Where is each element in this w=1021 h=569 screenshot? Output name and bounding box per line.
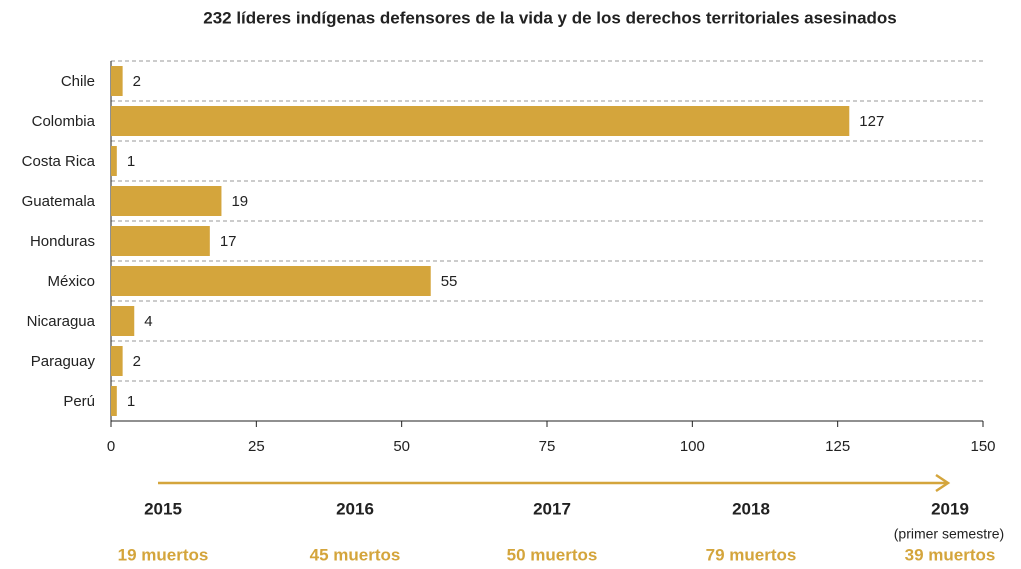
x-tick-label: 150: [970, 438, 995, 455]
timeline-count: 50 muertos: [507, 545, 598, 564]
timeline-year: 2019: [931, 499, 969, 518]
timeline-year: 2018: [732, 499, 770, 518]
bar: [111, 66, 123, 96]
x-tick-label: 0: [107, 438, 115, 455]
bar: [111, 226, 210, 256]
x-tick-label: 100: [680, 438, 705, 455]
x-tick-label: 25: [248, 438, 265, 455]
bar: [111, 106, 850, 136]
x-tick-label: 125: [825, 438, 850, 455]
bar: [111, 346, 123, 376]
timeline-note: (primer semestre): [894, 526, 1004, 542]
value-label: 127: [859, 113, 884, 130]
timeline-count: 45 muertos: [310, 545, 401, 564]
value-label: 1: [127, 153, 135, 170]
y-tick-label: Honduras: [30, 233, 95, 250]
value-label: 2: [133, 353, 141, 370]
bar: [111, 386, 117, 416]
value-label: 17: [220, 233, 237, 250]
y-tick-label: Chile: [61, 73, 95, 90]
value-label: 19: [231, 193, 248, 210]
x-tick-label: 75: [539, 438, 556, 455]
y-tick-label: Perú: [63, 393, 95, 410]
timeline-year: 2017: [533, 499, 571, 518]
timeline-year: 2016: [336, 499, 374, 518]
chart-title: 232 líderes indígenas defensores de la v…: [203, 8, 897, 27]
timeline-count: 19 muertos: [118, 545, 209, 564]
value-label: 55: [441, 273, 458, 290]
y-tick-label: Nicaragua: [27, 313, 96, 330]
bar: [111, 266, 431, 296]
bar: [111, 186, 222, 216]
y-tick-label: Colombia: [32, 113, 96, 130]
y-tick-label: Paraguay: [31, 353, 96, 370]
value-label: 4: [144, 313, 152, 330]
y-tick-label: Guatemala: [22, 193, 96, 210]
timeline-count: 79 muertos: [706, 545, 797, 564]
value-label: 1: [127, 393, 135, 410]
value-label: 2: [133, 73, 141, 90]
timeline-count: 39 muertos: [905, 545, 996, 564]
timeline-arrowhead: [935, 473, 951, 493]
y-tick-label: Costa Rica: [22, 153, 96, 170]
bar: [111, 306, 135, 336]
timeline-year: 2015: [144, 499, 182, 518]
x-tick-label: 50: [393, 438, 410, 455]
bar: [111, 146, 117, 176]
y-tick-label: México: [47, 273, 95, 290]
